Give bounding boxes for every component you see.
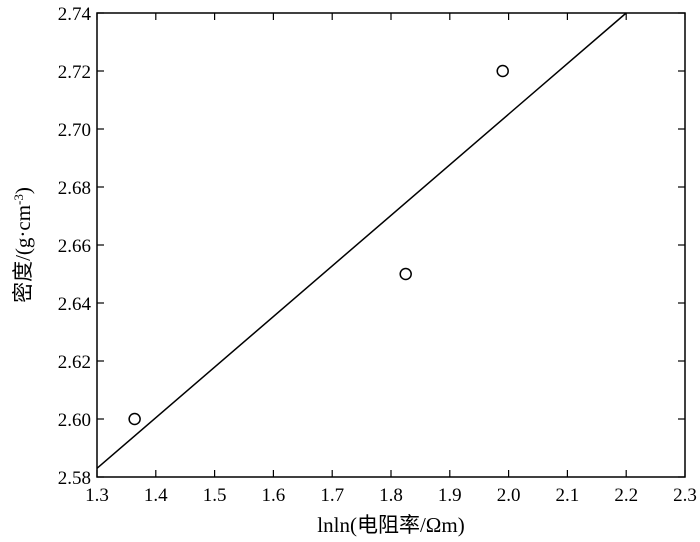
x-tick-label: 1.8 — [379, 485, 403, 506]
x-tick-label: 1.5 — [203, 485, 227, 506]
data-point — [496, 64, 509, 78]
x-axis-label: lnln(电阻率/Ωm) — [317, 513, 464, 537]
y-tick-label: 2.66 — [58, 236, 91, 257]
x-tick-label: 1.6 — [262, 485, 286, 506]
x-tick-label: 2.2 — [614, 485, 638, 506]
fit-line — [96, 12, 627, 469]
y-axis-label-main: 密度/(g·cm — [11, 205, 35, 303]
x-tick-label: 1.4 — [144, 485, 168, 506]
x-tick-label: 2.1 — [556, 485, 580, 506]
y-tick-label: 2.72 — [58, 62, 91, 83]
y-axis-ticks: 2.58 2.60 2.62 2.64 2.66 2.68 2.70 2.72 2.74 — [58, 4, 685, 489]
y-tick-label: 2.62 — [58, 352, 91, 373]
data-point — [399, 267, 412, 281]
plot-content — [96, 12, 627, 469]
y-axis-label-end: ) — [11, 187, 35, 194]
y-tick-label: 2.74 — [58, 4, 92, 25]
x-tick-label: 1.7 — [320, 485, 344, 506]
data-point — [128, 412, 141, 426]
y-tick-label: 2.58 — [58, 468, 91, 489]
plot-frame — [96, 12, 686, 478]
x-tick-label: 2.3 — [673, 485, 697, 506]
x-axis-ticks: 1.3 1.4 1.5 1.6 1.7 1.8 1.9 2.0 2.1 2.2 2.3 — [85, 13, 697, 506]
y-tick-label: 2.60 — [58, 410, 91, 431]
y-tick-label: 2.70 — [58, 120, 91, 141]
x-tick-label: 2.0 — [497, 485, 521, 506]
y-axis-label: 密度/(g·cm-3) — [11, 187, 36, 303]
x-tick-label: 1.3 — [85, 485, 109, 506]
y-tick-label: 2.64 — [58, 294, 92, 315]
x-tick-label: 1.9 — [438, 485, 462, 506]
y-axis-label-superscript: -3 — [11, 194, 26, 205]
y-tick-label: 2.68 — [58, 178, 91, 199]
